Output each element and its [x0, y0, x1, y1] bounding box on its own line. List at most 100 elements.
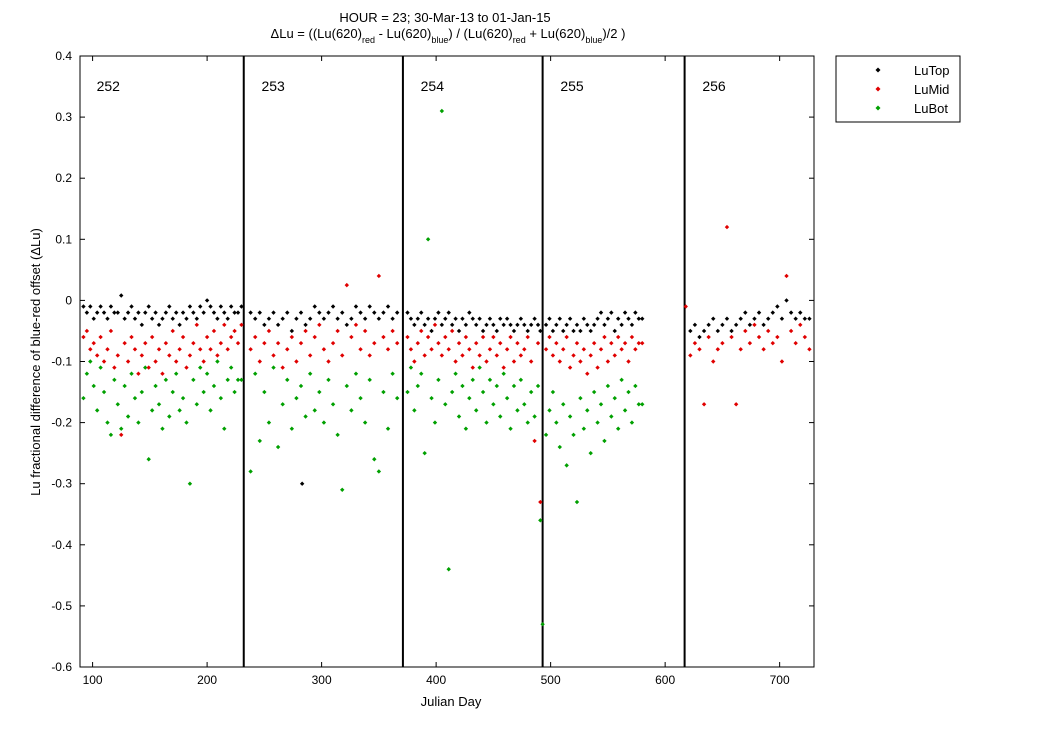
point-LuBot-94: [453, 371, 458, 376]
point-LuTop-136: [595, 316, 600, 321]
point-LuTop-91: [439, 322, 445, 328]
point-LuMid-119: [538, 499, 543, 505]
point-LuBot-39: [215, 359, 220, 364]
point-LuMid-52: [271, 353, 276, 358]
point-LuMid-130: [578, 359, 583, 364]
point-LuTop-48: [252, 316, 258, 321]
point-LuMid-3: [91, 340, 96, 346]
point-LuTop-168: [770, 310, 775, 315]
point-LuTop-82: [408, 316, 414, 321]
point-LuMid-115: [525, 334, 530, 340]
point-LuTop-53: [275, 322, 281, 328]
point-LuMid-27: [173, 359, 179, 364]
point-LuMid-100: [473, 340, 479, 346]
x-axis-label: Julian Day: [421, 694, 482, 709]
point-LuBot-57: [294, 395, 299, 401]
point-LuMid-43: [228, 334, 234, 340]
point-LuMid-134: [591, 340, 597, 346]
point-LuBot-91: [443, 402, 448, 407]
point-LuTop-139: [605, 316, 611, 321]
legend-label-LuBot: LuBot: [914, 101, 948, 116]
point-LuBot-50: [262, 389, 267, 395]
x-tick-label-700: 700: [770, 673, 790, 687]
segment-label-254: 254: [421, 78, 445, 94]
point-LuBot-0: [81, 395, 86, 401]
y-tick-label-9: -0.5: [51, 599, 72, 613]
point-LuMid-36: [204, 334, 210, 340]
point-LuMid-31: [187, 353, 193, 358]
point-LuMid-49: [257, 359, 262, 364]
point-LuMid-142: [619, 347, 624, 352]
point-LuMid-157: [720, 340, 725, 346]
point-LuMid-82: [412, 359, 417, 364]
point-LuTop-15: [132, 316, 138, 321]
point-LuTop-89: [432, 316, 438, 321]
point-LuMid-167: [765, 328, 771, 334]
point-LuMid-165: [756, 334, 762, 340]
point-LuMid-80: [405, 334, 410, 340]
y-tick-label-1: 0.3: [55, 110, 72, 124]
point-LuBot-66: [335, 432, 340, 438]
point-LuTop-130: [574, 322, 580, 328]
point-LuMid-56: [289, 334, 295, 340]
point-LuMid-158: [724, 224, 730, 230]
point-LuBot-78: [390, 371, 395, 376]
point-LuMid-168: [770, 340, 775, 346]
chart-title: HOUR = 23; 30-Mar-13 to 01-Jan-15 ΔLu = …: [271, 10, 626, 45]
point-LuMid-116: [528, 359, 534, 364]
point-LuTop-79: [394, 310, 400, 315]
point-LuTop-35: [201, 310, 206, 315]
point-LuBot-103: [484, 420, 489, 425]
point-LuBot-87: [429, 395, 434, 401]
point-LuBot-115: [525, 420, 530, 425]
point-LuTop-115: [522, 322, 527, 328]
point-LuBot-31: [187, 481, 193, 486]
point-LuBot-20: [149, 408, 155, 413]
point-LuMid-112: [515, 340, 520, 346]
point-LuMid-155: [711, 359, 716, 364]
point-LuMid-107: [498, 340, 503, 346]
point-LuMid-132: [585, 371, 590, 376]
point-LuTop-63: [321, 316, 327, 321]
point-LuMid-164: [752, 322, 757, 328]
point-LuTop-81: [405, 310, 410, 315]
title-part-5: red: [513, 35, 526, 45]
title-part-6: + Lu(620): [526, 26, 586, 41]
series-LuBot: [81, 108, 645, 627]
point-LuMid-60: [307, 353, 313, 358]
point-LuBot-22: [156, 402, 162, 407]
point-LuBot-137: [598, 402, 604, 407]
point-LuMid-162: [743, 328, 748, 334]
point-LuMid-50: [262, 340, 267, 346]
point-LuMid-151: [692, 340, 698, 346]
point-LuBot-27: [173, 371, 179, 376]
point-LuBot-108: [501, 371, 506, 376]
point-LuMid-62: [317, 322, 322, 328]
point-LuMid-9: [112, 365, 117, 370]
point-LuMid-29: [180, 334, 186, 340]
point-LuTop-47: [248, 310, 253, 315]
point-LuMid-66: [335, 328, 340, 334]
point-LuBot-38: [211, 383, 217, 389]
point-LuBot-139: [605, 383, 611, 389]
point-LuMid-42: [225, 347, 230, 352]
point-LuMid-95: [456, 340, 462, 346]
point-LuTop-88: [429, 328, 434, 334]
point-LuMid-166: [761, 347, 766, 352]
point-LuMid-58: [298, 340, 304, 346]
point-LuMid-87: [429, 347, 434, 352]
point-LuBot-89: [436, 377, 441, 383]
point-LuBot-70: [353, 371, 359, 376]
point-LuMid-127: [567, 365, 573, 370]
chart-title-line1: HOUR = 23; 30-Mar-13 to 01-Jan-15: [339, 10, 550, 25]
point-LuBot-12: [122, 383, 127, 389]
point-LuBot-47: [248, 469, 253, 474]
point-LuBot-15: [132, 395, 138, 401]
point-LuMid-101: [477, 353, 482, 358]
legend-marker-LuMid: [875, 86, 881, 92]
point-LuMid-48: [252, 334, 258, 340]
point-LuTop-12: [122, 316, 127, 321]
point-LuTop-10: [115, 310, 120, 315]
point-LuMid-126: [564, 334, 569, 340]
y-tick-label-2: 0.2: [55, 171, 72, 185]
